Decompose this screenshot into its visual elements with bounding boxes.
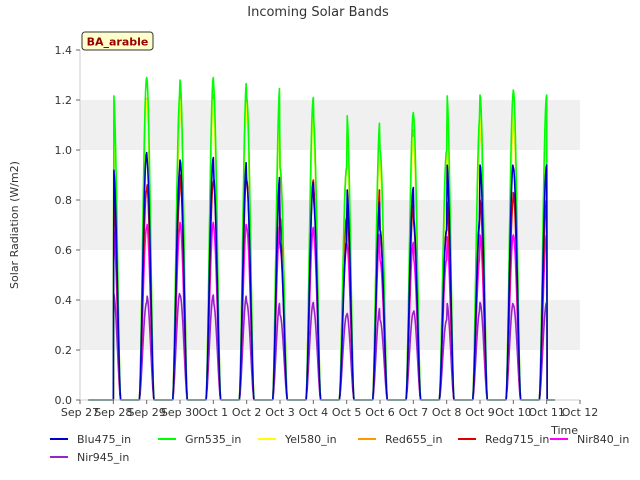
y-axis-label: Solar Radiation (W/m2) — [8, 161, 21, 289]
x-tick-label: Oct 5 — [332, 406, 362, 419]
legend-label: Nir945_in — [77, 451, 129, 464]
x-tick-label: Sep 27 — [61, 406, 99, 419]
y-tick-label: 0.6 — [55, 244, 73, 257]
legend-label: Red655_in — [385, 433, 442, 446]
x-tick-label: Oct 11 — [528, 406, 565, 419]
x-tick-label: Oct 7 — [399, 406, 429, 419]
x-tick-label: Oct 10 — [495, 406, 532, 419]
y-tick-label: 1.2 — [55, 94, 73, 107]
y-tick-label: 0.8 — [55, 194, 73, 207]
y-tick-label: 0.4 — [55, 294, 73, 307]
annotation-label: BA_arable — [87, 36, 149, 49]
grid-band — [80, 200, 580, 250]
annotation-box: BA_arable — [81, 31, 154, 51]
x-tick-label: Oct 2 — [232, 406, 262, 419]
y-tick-label: 1.0 — [55, 144, 73, 157]
x-tick-label: Sep 29 — [128, 406, 166, 419]
chart-title: Incoming Solar Bands — [247, 5, 389, 20]
y-tick-label: 0.0 — [55, 394, 73, 407]
x-tick-label: Oct 8 — [432, 406, 462, 419]
y-tick-label: 1.4 — [55, 44, 73, 57]
grid-bands — [80, 50, 580, 400]
x-tick-label: Oct 4 — [299, 406, 329, 419]
grid-band — [80, 100, 580, 150]
y-tick-label: 0.2 — [55, 344, 73, 357]
x-tick-label: Sep 28 — [94, 406, 132, 419]
legend-label: Grn535_in — [185, 433, 241, 446]
grid-band — [80, 300, 580, 350]
legend-label: Blu475_in — [77, 433, 131, 446]
x-tick-label: Oct 1 — [199, 406, 229, 419]
x-tick-label: Oct 6 — [365, 406, 395, 419]
x-tick-label: Oct 9 — [465, 406, 495, 419]
x-axis-label: Time — [550, 424, 578, 437]
legend: Blu475_in Grn535_in Yel580_in Red655_in Redg… — [50, 433, 629, 464]
legend-label: Redg715_in — [485, 433, 549, 446]
legend-label: Yel580_in — [284, 433, 337, 446]
x-tick-label: Oct 12 — [562, 406, 599, 419]
x-tick-label: Sep 30 — [161, 406, 199, 419]
legend-label: Nir840_in — [577, 433, 629, 446]
annotation-background — [81, 31, 154, 51]
x-tick-label: Oct 3 — [265, 406, 295, 419]
